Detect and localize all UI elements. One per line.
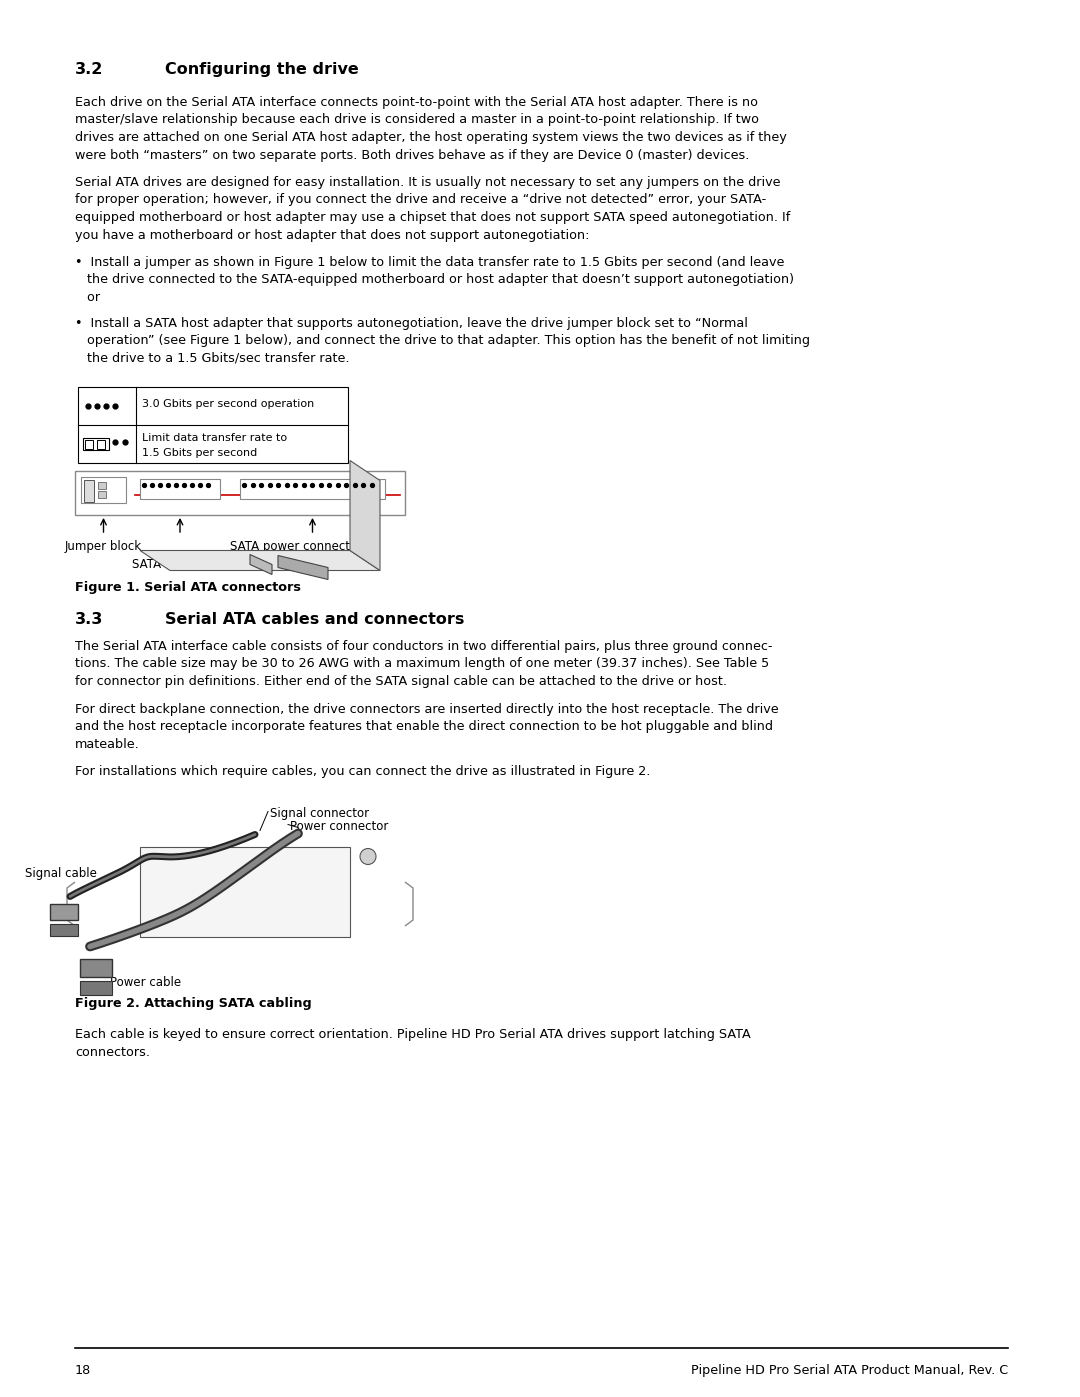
Text: Serial ATA cables and connectors: Serial ATA cables and connectors (165, 612, 464, 627)
Text: 3.2: 3.2 (75, 61, 104, 77)
Text: and the host receptacle incorporate features that enable the direct connection t: and the host receptacle incorporate feat… (75, 719, 773, 733)
Text: Serial ATA drives are designed for easy installation. It is usually not necessar: Serial ATA drives are designed for easy … (75, 176, 781, 189)
Text: drives are attached on one Serial ATA host adapter, the host operating system vi: drives are attached on one Serial ATA ho… (75, 131, 786, 144)
Bar (83, 439, 109, 450)
Text: SATA power connector: SATA power connector (230, 541, 362, 553)
Text: For installations which require cables, you can connect the drive as illustrated: For installations which require cables, … (75, 766, 650, 778)
Bar (97, 440, 105, 450)
Text: Signal connector: Signal connector (270, 806, 369, 820)
Text: Power cable: Power cable (110, 977, 181, 989)
Text: 1.5 Gbits per second: 1.5 Gbits per second (141, 448, 257, 458)
Bar (84, 481, 94, 502)
Bar (75, 471, 405, 515)
Text: or: or (75, 291, 100, 305)
Bar (50, 904, 78, 919)
Polygon shape (350, 461, 380, 570)
Bar (50, 923, 78, 936)
Text: equipped motherboard or host adapter may use a chipset that does not support SAT: equipped motherboard or host adapter may… (75, 211, 791, 224)
Text: Configuring the drive: Configuring the drive (165, 61, 359, 77)
Bar (240, 479, 384, 499)
Text: for connector pin definitions. Either end of the SATA signal cable can be attach: for connector pin definitions. Either en… (75, 675, 727, 687)
Text: SATA interface connector: SATA interface connector (132, 557, 281, 570)
Polygon shape (278, 556, 328, 580)
Bar (86, 482, 94, 489)
Text: Jumper block: Jumper block (65, 541, 143, 553)
Text: 3.3: 3.3 (75, 612, 104, 627)
Text: the drive connected to the SATA-equipped motherboard or host adapter that doesn’: the drive connected to the SATA-equipped… (75, 274, 794, 286)
Text: master/slave relationship because each drive is considered a master in a point-t: master/slave relationship because each d… (75, 113, 759, 127)
Text: Each cable is keyed to ensure correct orientation. Pipeline HD Pro Serial ATA dr: Each cable is keyed to ensure correct or… (75, 1028, 751, 1041)
Text: tions. The cable size may be 30 to 26 AWG with a maximum length of one meter (39: tions. The cable size may be 30 to 26 AW… (75, 658, 769, 671)
Text: •  Install a SATA host adapter that supports autonegotiation, leave the drive ju: • Install a SATA host adapter that suppo… (75, 317, 747, 330)
Text: Figure 2. Attaching SATA cabling: Figure 2. Attaching SATA cabling (75, 996, 312, 1010)
Text: Figure 1. Serial ATA connectors: Figure 1. Serial ATA connectors (75, 581, 301, 594)
Text: mateable.: mateable. (75, 738, 139, 750)
Text: Signal cable: Signal cable (25, 866, 97, 880)
Text: The Serial ATA interface cable consists of four conductors in two differential p: The Serial ATA interface cable consists … (75, 640, 772, 652)
Text: 18: 18 (75, 1363, 91, 1377)
Circle shape (360, 848, 376, 865)
Text: Pipeline HD Pro Serial ATA Product Manual, Rev. C: Pipeline HD Pro Serial ATA Product Manua… (691, 1363, 1008, 1377)
Text: 3.0 Gbits per second operation: 3.0 Gbits per second operation (141, 400, 314, 409)
Text: Limit data transfer rate to: Limit data transfer rate to (141, 433, 287, 443)
Bar (78, 387, 348, 462)
Text: •  Install a jumper as shown in Figure 1 below to limit the data transfer rate t: • Install a jumper as shown in Figure 1 … (75, 256, 784, 270)
Polygon shape (249, 555, 272, 574)
Bar (98, 482, 106, 489)
Bar (86, 490, 94, 497)
Text: operation” (see Figure 1 below), and connect the drive to that adapter. This opt: operation” (see Figure 1 below), and con… (75, 334, 810, 346)
Bar (81, 476, 126, 503)
Text: Power connector: Power connector (291, 820, 389, 833)
Bar (140, 847, 350, 936)
Bar (80, 981, 112, 995)
Text: For direct backplane connection, the drive connectors are inserted directly into: For direct backplane connection, the dri… (75, 703, 779, 715)
Text: for proper operation; however, if you connect the drive and receive a “drive not: for proper operation; however, if you co… (75, 194, 766, 207)
Text: Each drive on the Serial ATA interface connects point-to-point with the Serial A: Each drive on the Serial ATA interface c… (75, 96, 758, 109)
Text: connectors.: connectors. (75, 1045, 150, 1059)
Bar (80, 958, 112, 977)
Text: were both “masters” on two separate ports. Both drives behave as if they are Dev: were both “masters” on two separate port… (75, 148, 750, 162)
Text: the drive to a 1.5 Gbits/sec transfer rate.: the drive to a 1.5 Gbits/sec transfer ra… (75, 352, 350, 365)
Polygon shape (140, 550, 380, 570)
Bar (140, 479, 220, 499)
Bar (85, 440, 93, 450)
Text: you have a motherboard or host adapter that does not support autonegotiation:: you have a motherboard or host adapter t… (75, 229, 590, 242)
Bar (98, 490, 106, 497)
